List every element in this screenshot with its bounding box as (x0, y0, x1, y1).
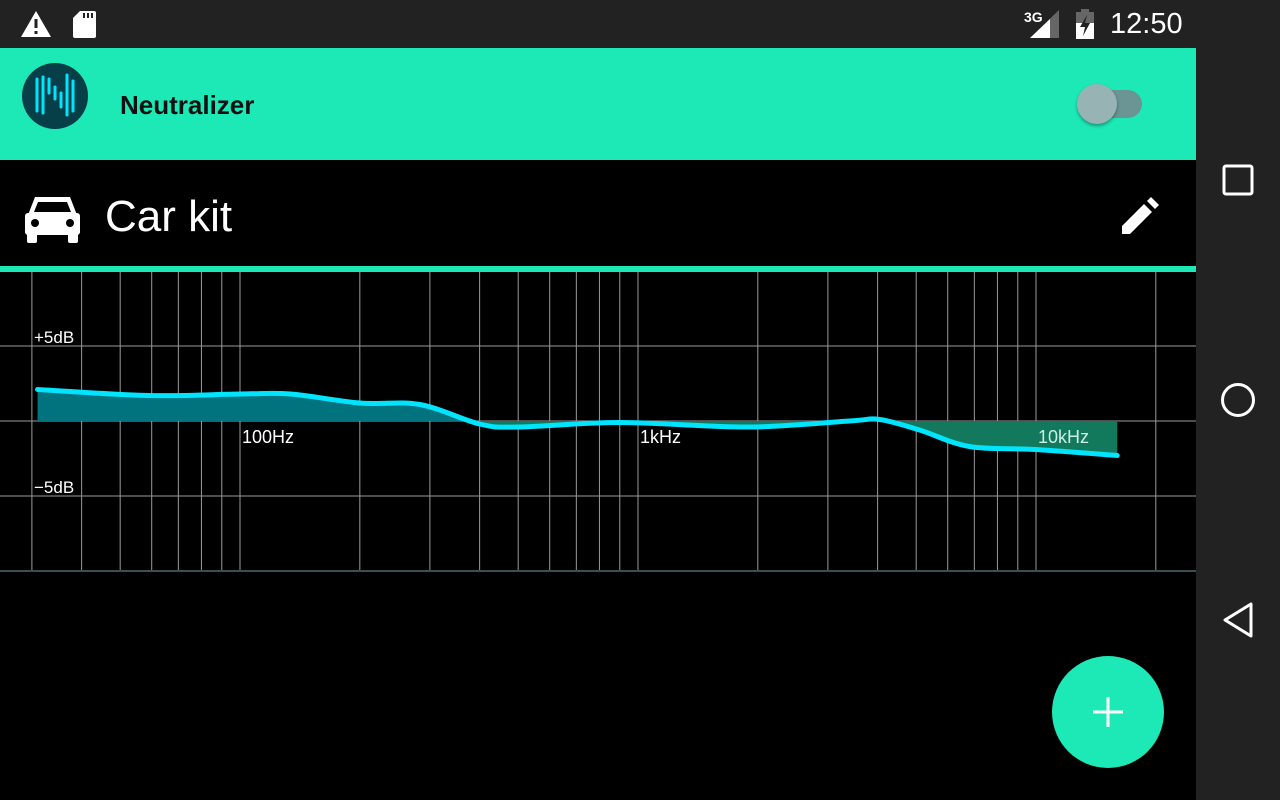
negative-fill-area (37, 421, 1118, 456)
pencil-icon[interactable] (1120, 196, 1160, 236)
plus-icon (1093, 697, 1123, 727)
eq-chart[interactable]: +5dB −5dB 100Hz 1kHz 10kHz (0, 266, 1196, 572)
signal-icon (1030, 10, 1059, 38)
navigation-bar (1196, 48, 1280, 800)
eq-curve (35, 387, 1120, 458)
profile-name: Car kit (105, 192, 233, 241)
x-tick-label: 100Hz (242, 427, 294, 447)
car-icon (25, 197, 80, 243)
back-icon[interactable] (1222, 601, 1254, 639)
chart-top-divider (0, 266, 1196, 272)
app-logo-icon (22, 63, 88, 129)
app-title: Neutralizer (120, 90, 255, 120)
x-tick-label: 1kHz (640, 427, 681, 447)
clock: 12:50 (1110, 8, 1183, 40)
recents-icon[interactable] (1222, 164, 1254, 196)
warning-icon (21, 11, 51, 37)
sd-card-icon (73, 11, 96, 38)
network-type: 3G (1024, 9, 1043, 25)
y-tick-label: +5dB (34, 328, 74, 347)
status-bar: 3G 12:50 (0, 0, 1280, 48)
switch-thumb[interactable] (1077, 84, 1117, 124)
y-tick-label: −5dB (34, 478, 74, 497)
x-tick-label: 10kHz (1038, 427, 1089, 447)
battery-charging-icon (1076, 9, 1094, 39)
home-icon[interactable] (1220, 382, 1256, 418)
add-button[interactable] (1052, 656, 1164, 768)
app-bar: Neutralizer (0, 48, 1196, 160)
